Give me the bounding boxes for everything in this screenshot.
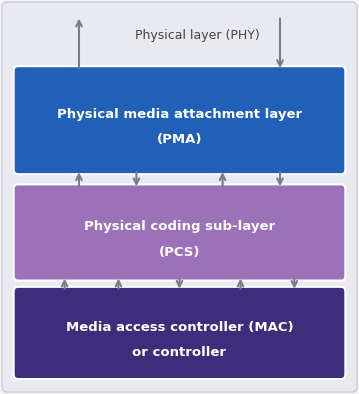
Text: Physical layer (PHY): Physical layer (PHY) [135,29,260,42]
FancyBboxPatch shape [14,184,345,281]
Text: Physical coding sub-layer: Physical coding sub-layer [84,220,275,233]
FancyBboxPatch shape [2,2,357,392]
Text: or controller: or controller [132,346,227,359]
FancyBboxPatch shape [14,66,345,174]
FancyBboxPatch shape [14,287,345,379]
Text: Media access controller (MAC): Media access controller (MAC) [66,321,293,333]
Text: (PMA): (PMA) [157,134,202,146]
Text: Physical media attachment layer: Physical media attachment layer [57,108,302,121]
Text: (PCS): (PCS) [159,246,200,258]
